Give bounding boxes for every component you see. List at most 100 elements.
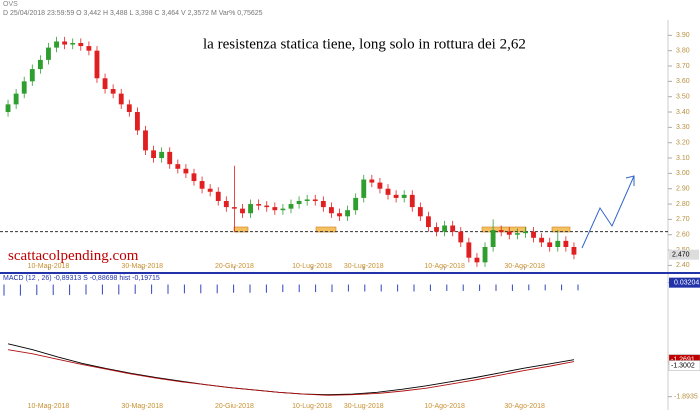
candle-body <box>256 204 262 206</box>
candle-body <box>555 240 561 247</box>
candle-body <box>417 207 423 217</box>
candle-body <box>434 227 439 232</box>
candle-body <box>531 231 536 238</box>
candle-body <box>450 225 456 232</box>
candle-body <box>13 93 19 105</box>
x-tick-label: 30-Lug-2018 <box>344 263 384 270</box>
last-value-label: -1.2691 <box>671 357 695 364</box>
macd-line <box>7 349 575 396</box>
candle-body <box>231 207 237 209</box>
candle-body <box>159 151 165 159</box>
x-tick-label: 30-Mag-2018 <box>121 403 163 410</box>
candle-body <box>361 179 367 198</box>
candle-body <box>393 194 399 198</box>
candle-body <box>240 208 245 214</box>
y-tick-label: 2.40 <box>676 262 690 269</box>
candle-body <box>134 112 140 131</box>
y-tick-label: 2.80 <box>676 201 690 208</box>
candle-body <box>46 47 51 60</box>
candle-body <box>523 231 528 234</box>
x-tick-label: 30-Lug-2018 <box>344 403 384 410</box>
candle-body <box>167 151 173 165</box>
candle-body <box>37 59 43 70</box>
y-tick-label: 3.90 <box>676 32 690 39</box>
candle-body <box>199 181 205 189</box>
y-tick-label: 2.70 <box>676 216 690 223</box>
candle-body <box>345 210 351 217</box>
candle-body <box>143 130 148 151</box>
candle-body <box>191 173 197 182</box>
y-tick-label: 2.90 <box>676 186 690 193</box>
candle-body <box>102 78 108 90</box>
x-tick-label: 20-Giu-2018 <box>215 263 254 270</box>
last-value-tag <box>668 360 700 371</box>
y-tick-label: 3.20 <box>676 140 690 147</box>
candle-body <box>21 81 27 94</box>
candle-body <box>547 242 553 247</box>
candle-body <box>563 240 569 247</box>
candle-body <box>288 204 294 209</box>
symbol: OVS <box>3 1 18 8</box>
candle-body <box>458 231 464 243</box>
candle-body <box>223 200 229 208</box>
candle-body <box>369 179 375 183</box>
x-tick-label: 20-Giu-2018 <box>215 403 254 410</box>
y-tick-bg <box>669 277 700 288</box>
candle-body <box>62 41 68 45</box>
arrow-head <box>625 175 635 186</box>
candle-body <box>337 213 342 217</box>
y-tick-label: 3.60 <box>676 78 690 85</box>
candle-body <box>5 104 11 113</box>
support-box <box>481 226 527 233</box>
y-tick-label: 3.10 <box>676 155 690 162</box>
projection-arrow <box>581 175 635 249</box>
x-tick-label: 30-Ago-2018 <box>504 403 545 410</box>
candle-body <box>54 41 59 48</box>
last-value-label: -1.3002 <box>671 362 695 369</box>
last-price-tag <box>669 249 699 260</box>
candle-body <box>183 168 189 174</box>
candle-body <box>474 257 480 263</box>
candle-body <box>94 50 100 79</box>
candle-body <box>442 225 448 232</box>
candle-body <box>377 182 383 189</box>
x-tick-label: 10-Ago-2018 <box>424 403 465 410</box>
candle-body <box>426 216 431 228</box>
candle-body <box>110 89 116 94</box>
candle-body <box>118 93 124 105</box>
candle-body <box>482 246 488 263</box>
candle-body <box>126 104 132 113</box>
macd-info: MACD (12 , 26) -0,89313 S -0,88698 hist … <box>3 275 160 282</box>
candle-body <box>401 194 407 198</box>
candle-body <box>70 43 76 45</box>
candle-body <box>29 69 35 82</box>
candle-body <box>175 164 181 169</box>
y-tick-label: 3.80 <box>676 48 690 55</box>
candle-body <box>207 188 213 192</box>
y-tick-label: 0.03204 <box>674 279 699 286</box>
y-tick-label: -1.8935 <box>674 393 698 400</box>
candle-body <box>571 246 577 255</box>
x-tick-label: 30-Mag-2018 <box>121 263 163 270</box>
candle-body <box>466 242 472 258</box>
candle-body <box>86 46 92 51</box>
ohlc-info: D 25/04/2018 23:59:59 O 3,442 H 3,488 L … <box>3 10 263 17</box>
candle-body <box>385 188 391 195</box>
candle-body <box>296 200 302 205</box>
candle-body <box>304 199 310 201</box>
candle-body <box>320 200 326 208</box>
candle-body <box>490 230 496 247</box>
watermark: scattacolpending.com <box>8 248 139 264</box>
candle-body <box>514 233 520 235</box>
candle-body <box>272 207 278 211</box>
candle-body <box>248 204 254 214</box>
candle-body <box>353 197 359 211</box>
y-tick-label: 3.00 <box>676 170 690 177</box>
x-tick-label: 10-Lug-2018 <box>292 263 332 270</box>
annotation: la resistenza statica tiene, long solo i… <box>203 36 526 52</box>
candle-body <box>312 199 318 201</box>
candle-body <box>498 230 504 232</box>
x-tick-label: 10-Mag-2018 <box>28 403 70 410</box>
